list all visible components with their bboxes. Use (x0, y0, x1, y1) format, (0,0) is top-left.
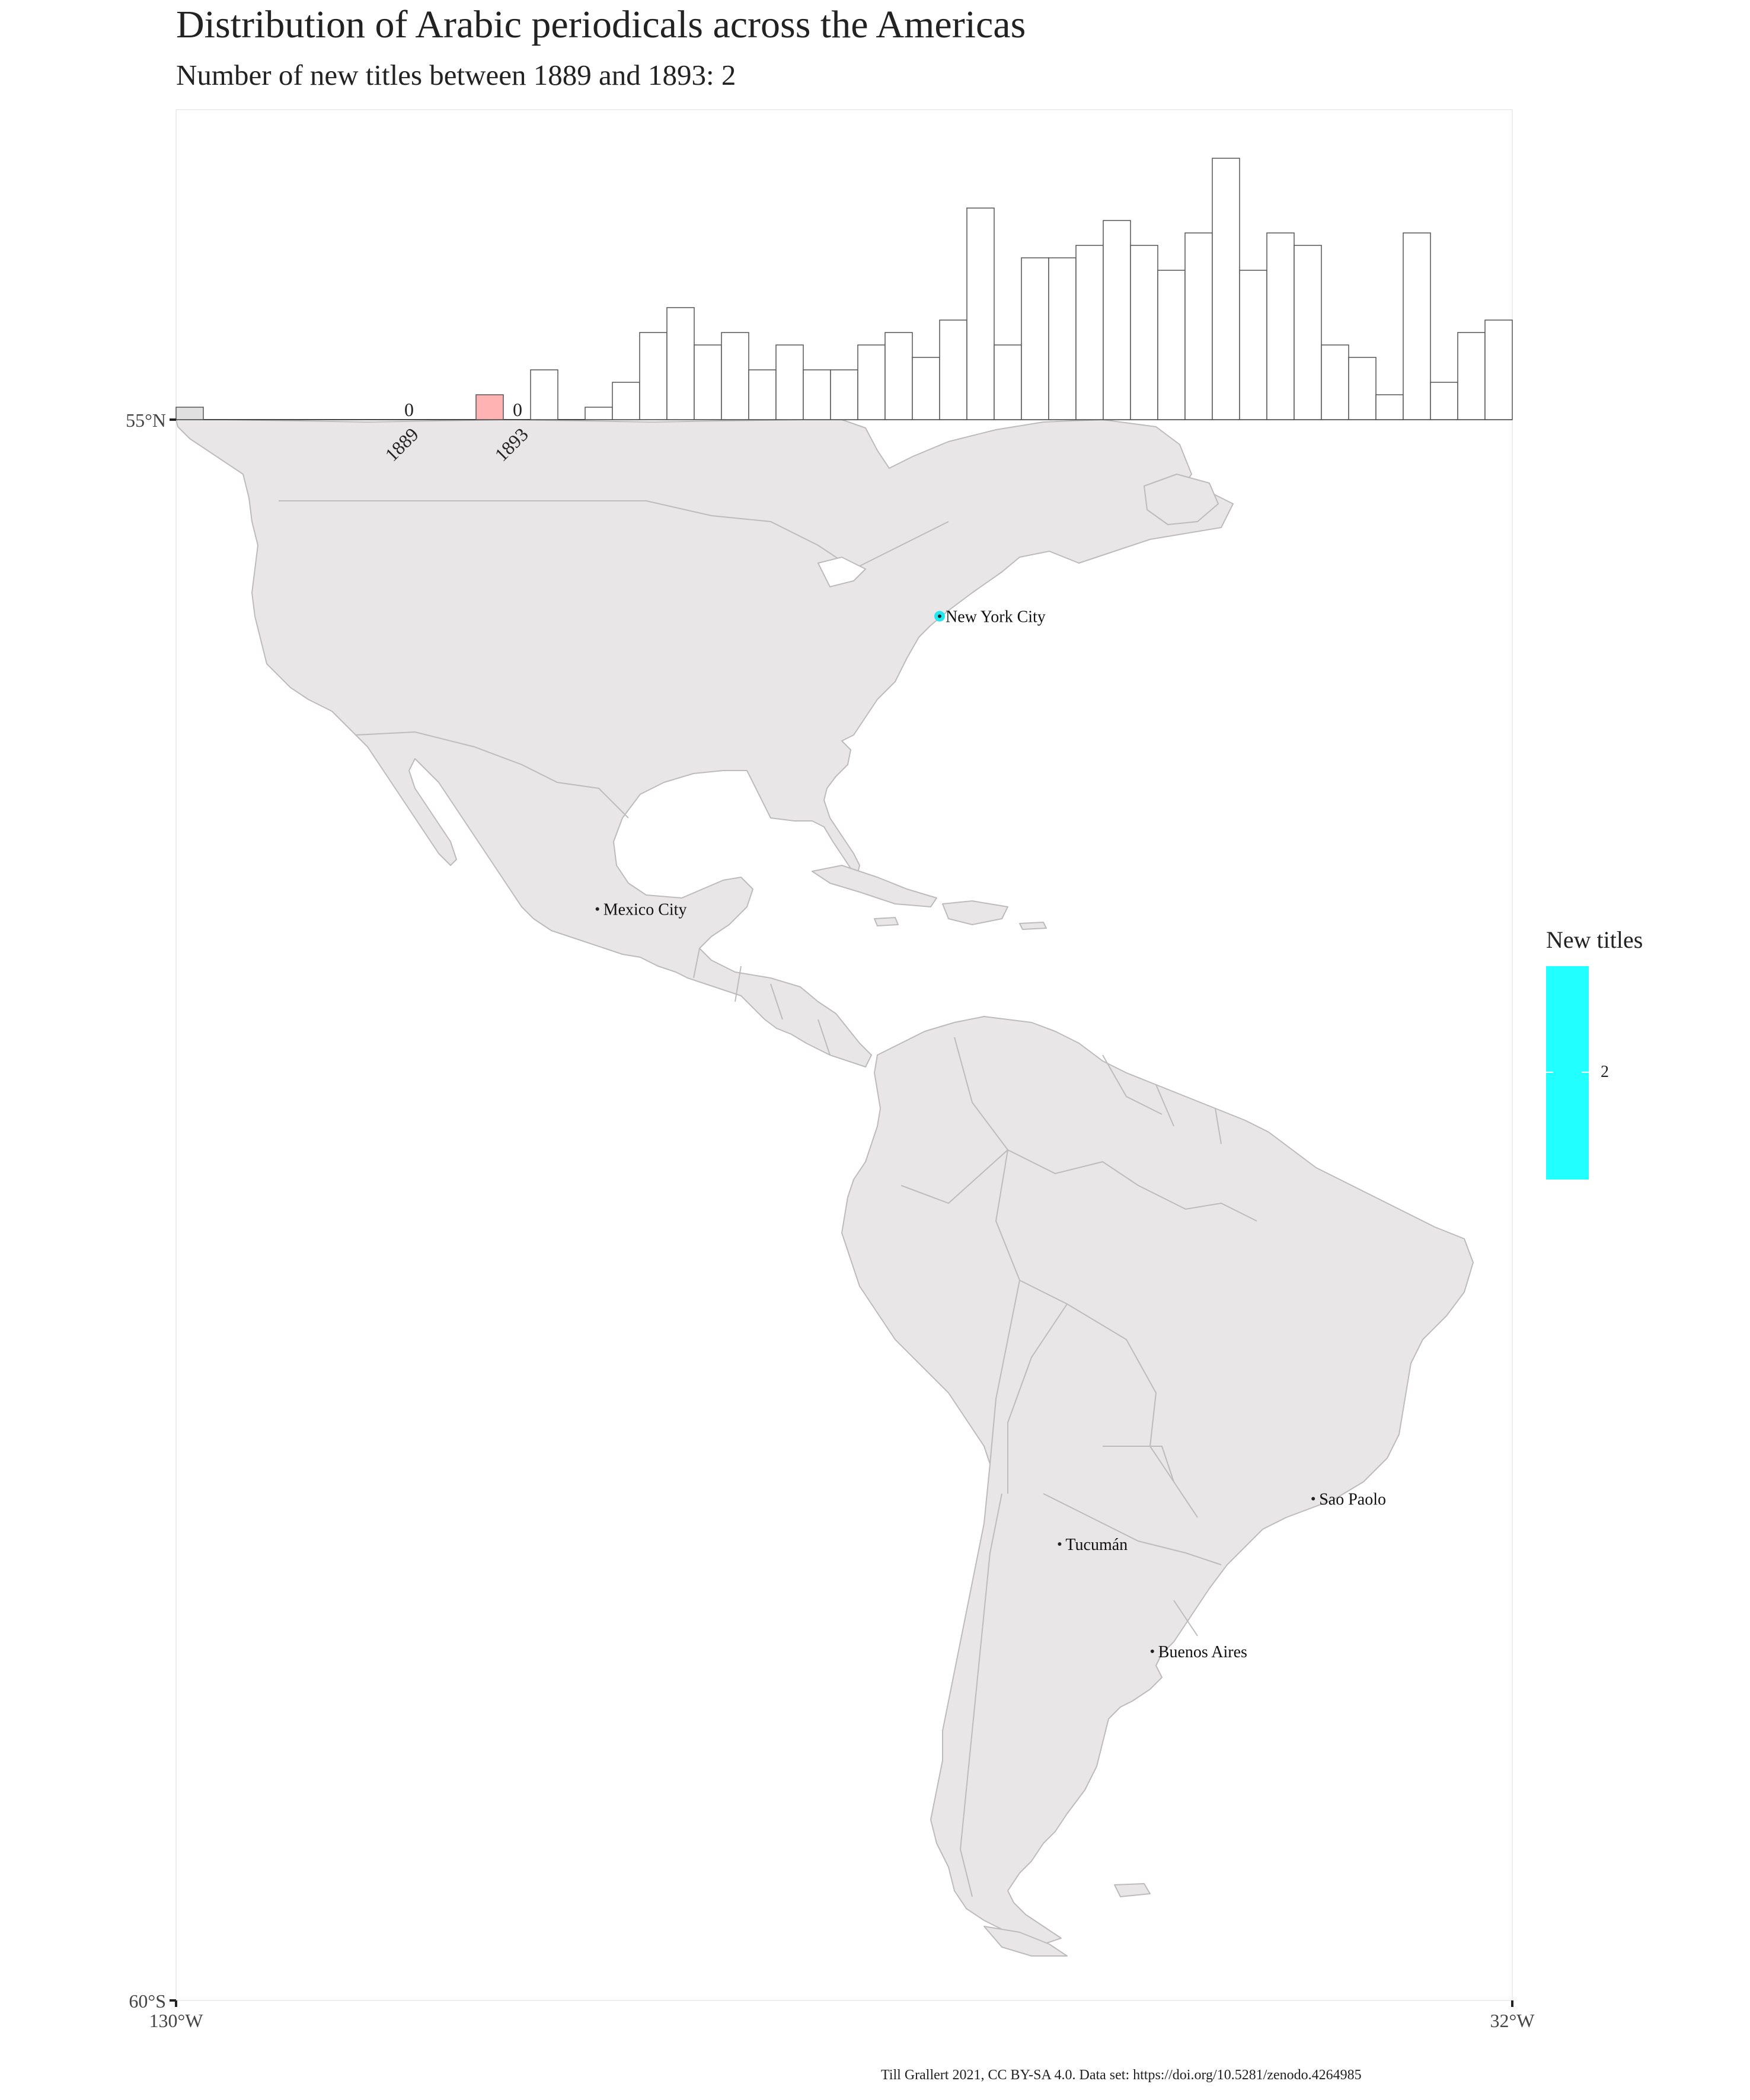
histogram-bar (1375, 394, 1404, 420)
legend-colorbar (1546, 966, 1589, 1180)
histogram-bar (1184, 232, 1213, 420)
histogram-bar (475, 394, 504, 420)
lat-top-label: 55°N (126, 410, 166, 431)
city-dot (1311, 1497, 1315, 1501)
city-label: Tucumán (1065, 1536, 1128, 1554)
city-dot (595, 907, 599, 911)
city-markers: New York City Mexico City Sao Paolo Tucumán… (595, 608, 1386, 1661)
histogram-bar (694, 344, 722, 420)
south-america-landmass (841, 1016, 1474, 1945)
legend-title: New titles (1546, 926, 1643, 953)
histogram-bar (721, 332, 749, 420)
city-label: Buenos Aires (1158, 1643, 1247, 1661)
lon-left-label: 130°W (149, 2010, 204, 2031)
city-label: Sao Paolo (1319, 1491, 1386, 1509)
legend-tickmark-left (1546, 1072, 1553, 1073)
histogram-bar (1266, 232, 1295, 420)
south-america-borders (900, 1037, 1257, 1897)
city-label: Mexico City (603, 901, 687, 919)
histogram-bar (1321, 344, 1349, 420)
city-label: New York City (946, 608, 1046, 627)
chart-subtitle: Number of new titles between 1889 and 18… (176, 59, 736, 91)
north-america-landmass (175, 419, 1234, 1067)
us-mexico-border (355, 731, 629, 819)
histogram-bar (1239, 270, 1267, 420)
great-lakes (817, 556, 867, 588)
histogram-bar (748, 369, 777, 420)
us-canada-border (279, 500, 949, 570)
histogram-bar (912, 357, 940, 420)
histogram-bar (585, 407, 613, 420)
histogram-bar (1130, 245, 1158, 420)
histogram-bar (803, 369, 831, 420)
newfoundland-island (1144, 474, 1219, 525)
city-dot (1058, 1542, 1062, 1546)
histogram-bar (1430, 382, 1458, 420)
histogram-bar (1103, 220, 1131, 420)
central-america-borders (693, 948, 831, 1056)
histogram-bar (1484, 319, 1513, 420)
land-masses (175, 419, 1474, 1957)
histogram-bar (1457, 332, 1486, 420)
histogram-bar (1157, 270, 1186, 420)
lat-bottom-label: 60°S (129, 1990, 166, 2012)
histogram-bar (1075, 245, 1104, 420)
histogram-bar (175, 407, 204, 420)
histogram-bar (1048, 257, 1077, 420)
histogram-bar (1212, 158, 1240, 420)
histogram-bar (1403, 232, 1431, 420)
map-panel-frame (175, 109, 1513, 2001)
chart-title: Distribution of Arabic periodicals acros… (176, 3, 1026, 46)
country-borders (279, 500, 1257, 1897)
window-end-value: 0 (513, 399, 522, 420)
histogram-bar (994, 344, 1022, 420)
histogram-bar (639, 332, 668, 420)
histogram-bar (857, 344, 886, 420)
histogram-bar (612, 382, 640, 420)
tierra-del-fuego (983, 1926, 1068, 1957)
histogram-bar (775, 344, 804, 420)
hispaniola-island (942, 900, 1008, 925)
puerto-rico-island (1019, 922, 1047, 930)
histogram-bar (939, 319, 967, 420)
falkland-islands (1114, 1883, 1151, 1897)
histogram-bar (1294, 245, 1322, 420)
histogram-bar (966, 207, 995, 420)
lon-right-label: 32°W (1490, 2010, 1535, 2031)
histogram-bar (1348, 357, 1377, 420)
jamaica-island (874, 917, 899, 926)
histogram-bar (1021, 257, 1049, 420)
window-start-value: 0 (404, 399, 414, 420)
city-dot (1150, 1649, 1154, 1653)
histogram-bar (884, 332, 913, 420)
histogram-bar (530, 369, 558, 420)
histogram-bars (175, 158, 1513, 420)
histogram-bar (830, 369, 858, 420)
legend-tick-label: 2 (1601, 1063, 1609, 1081)
histogram-bar (666, 307, 695, 420)
legend-tickmark-right (1582, 1072, 1589, 1073)
caption: Till Grallert 2021, CC BY-SA 4.0. Data s… (881, 2067, 1362, 2083)
city-dot (938, 614, 941, 618)
cuba-island (812, 865, 937, 907)
